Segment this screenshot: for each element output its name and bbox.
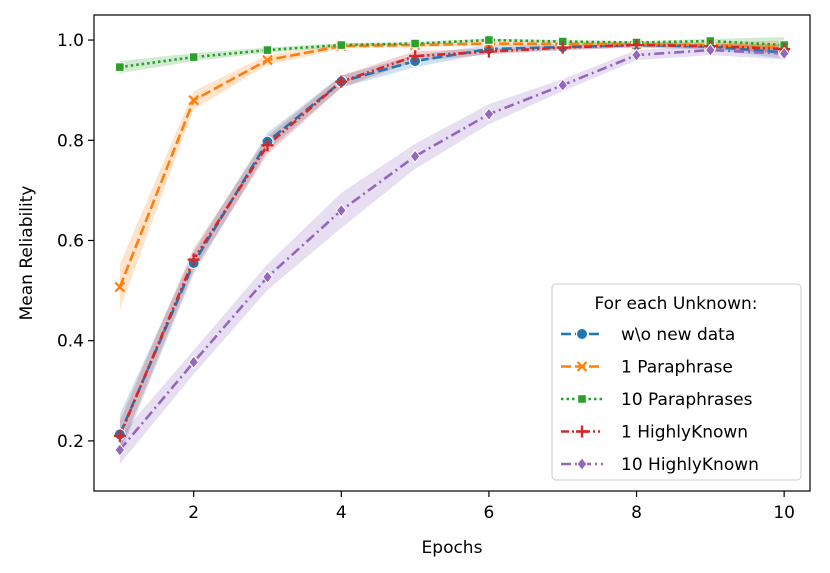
x-tick-label: 2 xyxy=(188,503,199,523)
point-series-3 xyxy=(409,50,422,63)
plot-frame xyxy=(93,14,811,492)
point-series-4 xyxy=(409,149,421,164)
legend-label: 10 HighlyKnown xyxy=(621,455,759,475)
point-series-2 xyxy=(262,45,273,55)
y-axis-label: Mean Reliability xyxy=(17,186,37,321)
point-series-3 xyxy=(187,253,200,266)
y-tick-label: 1.0 xyxy=(57,31,84,51)
y-tick-label: 0.8 xyxy=(57,131,84,151)
legend-item: 10 Paraphrases xyxy=(561,390,753,410)
y-axis-ticks: 0.2 0.4 0.6 0.8 1.0 xyxy=(57,31,94,452)
legend-box xyxy=(551,283,802,481)
line-series-4 xyxy=(118,48,785,451)
point-series-2 xyxy=(484,35,494,45)
legend-item: 1 HighlyKnown xyxy=(561,423,748,443)
legend-label: 10 Paraphrases xyxy=(621,390,753,410)
x-tick-label: 6 xyxy=(483,503,494,523)
point-series-4 xyxy=(778,46,790,61)
line-series-2 xyxy=(119,38,785,69)
legend-label: w\o new data xyxy=(621,325,735,345)
point-series-3 xyxy=(261,139,274,152)
point-series-1 xyxy=(262,54,273,66)
point-series-2 xyxy=(188,52,199,62)
band-series-4 xyxy=(119,45,785,464)
band-series-2 xyxy=(119,37,785,74)
point-series-4 xyxy=(262,270,273,284)
legend-title: For each Unknown: xyxy=(594,294,757,314)
point-series-3 xyxy=(113,429,126,442)
legend: For each Unknown: w\o new data 1 Paraphra… xyxy=(551,283,802,481)
y-tick-label: 0.2 xyxy=(57,432,84,452)
legend-items: w\o new data 1 Paraphrase 10 Paraphrases 1 … xyxy=(561,325,759,475)
line-series-3 xyxy=(118,43,785,437)
point-series-1 xyxy=(188,94,199,106)
x-tick-label: 8 xyxy=(631,503,642,523)
point-series-4 xyxy=(188,355,200,370)
x-tick-label: 4 xyxy=(336,503,347,523)
y-tick-label: 0.4 xyxy=(57,332,84,352)
legend-marker xyxy=(577,394,587,404)
legend-item: 10 HighlyKnown xyxy=(561,455,759,475)
legend-item: w\o new data xyxy=(561,325,735,345)
legend-marker xyxy=(576,361,588,372)
x-axis-label: Epochs xyxy=(422,538,483,558)
confidence-bands xyxy=(119,37,785,464)
point-series-4 xyxy=(631,48,642,62)
x-tick-label: 10 xyxy=(773,503,795,523)
legend-marker xyxy=(576,457,588,471)
legend-label: 1 Paraphrase xyxy=(621,358,733,378)
point-series-3 xyxy=(482,45,495,58)
point-series-3 xyxy=(556,41,569,54)
legend-label: 1 HighlyKnown xyxy=(621,423,748,443)
legend-item: 1 Paraphrase xyxy=(561,358,733,378)
point-series-2 xyxy=(115,62,125,72)
point-series-4 xyxy=(704,43,716,57)
band-series-1 xyxy=(119,40,785,310)
series-markers xyxy=(113,35,791,457)
point-series-2 xyxy=(336,40,347,50)
point-series-4 xyxy=(557,78,569,92)
point-series-3 xyxy=(335,75,348,88)
legend-marker xyxy=(576,425,588,438)
point-series-4 xyxy=(335,203,347,218)
point-series-2 xyxy=(410,38,420,49)
x-axis-ticks: 2 4 6 8 10 xyxy=(188,491,795,523)
legend-marker xyxy=(576,328,588,340)
point-series-1 xyxy=(114,281,126,293)
point-series-4 xyxy=(483,107,495,122)
point-series-4 xyxy=(114,443,126,457)
y-tick-label: 0.6 xyxy=(57,231,84,251)
series-lines xyxy=(118,38,785,451)
